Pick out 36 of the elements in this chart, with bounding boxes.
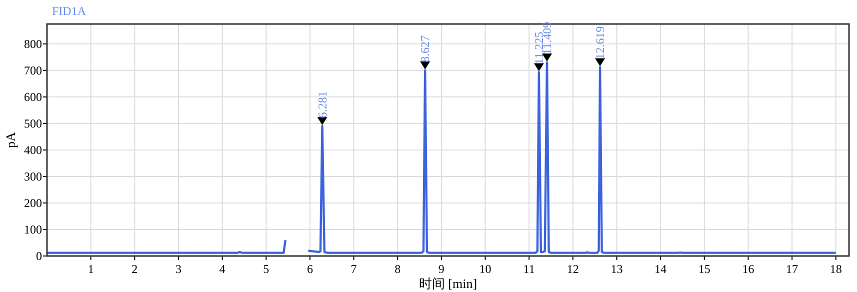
x-tick-label: 12 [566,262,579,276]
x-tick-label: 8 [394,262,401,276]
x-tick-label: 14 [654,262,667,276]
x-tick-label: 11 [523,262,535,276]
x-tick-label: 4 [219,262,226,276]
annotation: 8.627 [418,35,432,62]
x-tick-label: 5 [263,262,270,276]
x-tick-label: 3 [175,262,182,276]
y-axis-title: pA [3,131,18,148]
annotation: 12.619 [593,26,608,60]
x-tick-label: 7 [350,262,357,276]
x-tick-label: 13 [610,262,623,276]
chart-title: FID1A [52,4,86,18]
x-tick-label: 1 [88,262,94,276]
x-tick-label: 9 [438,262,444,276]
x-tick-label: 18 [830,262,842,276]
x-axis-title: 时间 [min] [418,276,478,291]
y-tick-label: 800 [24,36,42,51]
y-tick-label: 500 [24,116,42,130]
y-tick-label: 200 [24,196,42,210]
x-tick-label: 2 [132,262,138,276]
annotation: 6.281 [315,91,330,118]
annotation: 12.619 [593,26,608,66]
x-tick-label: 17 [786,262,798,276]
y-tick-label: 600 [24,90,42,104]
y-tick-label: 300 [24,169,42,184]
x-tick-label: 15 [698,262,710,276]
x-tick-label: 10 [479,262,492,276]
y-tick-label: 700 [24,63,42,78]
x-tick-label: 16 [742,262,754,276]
y-tick-label: 100 [24,222,42,236]
y-tick-label: 400 [24,142,42,157]
x-tick-label: 6 [306,262,313,276]
annotation: 6.281 [315,91,330,126]
annotation: 8.627 [418,35,432,70]
y-tick-label: 0 [36,249,42,263]
